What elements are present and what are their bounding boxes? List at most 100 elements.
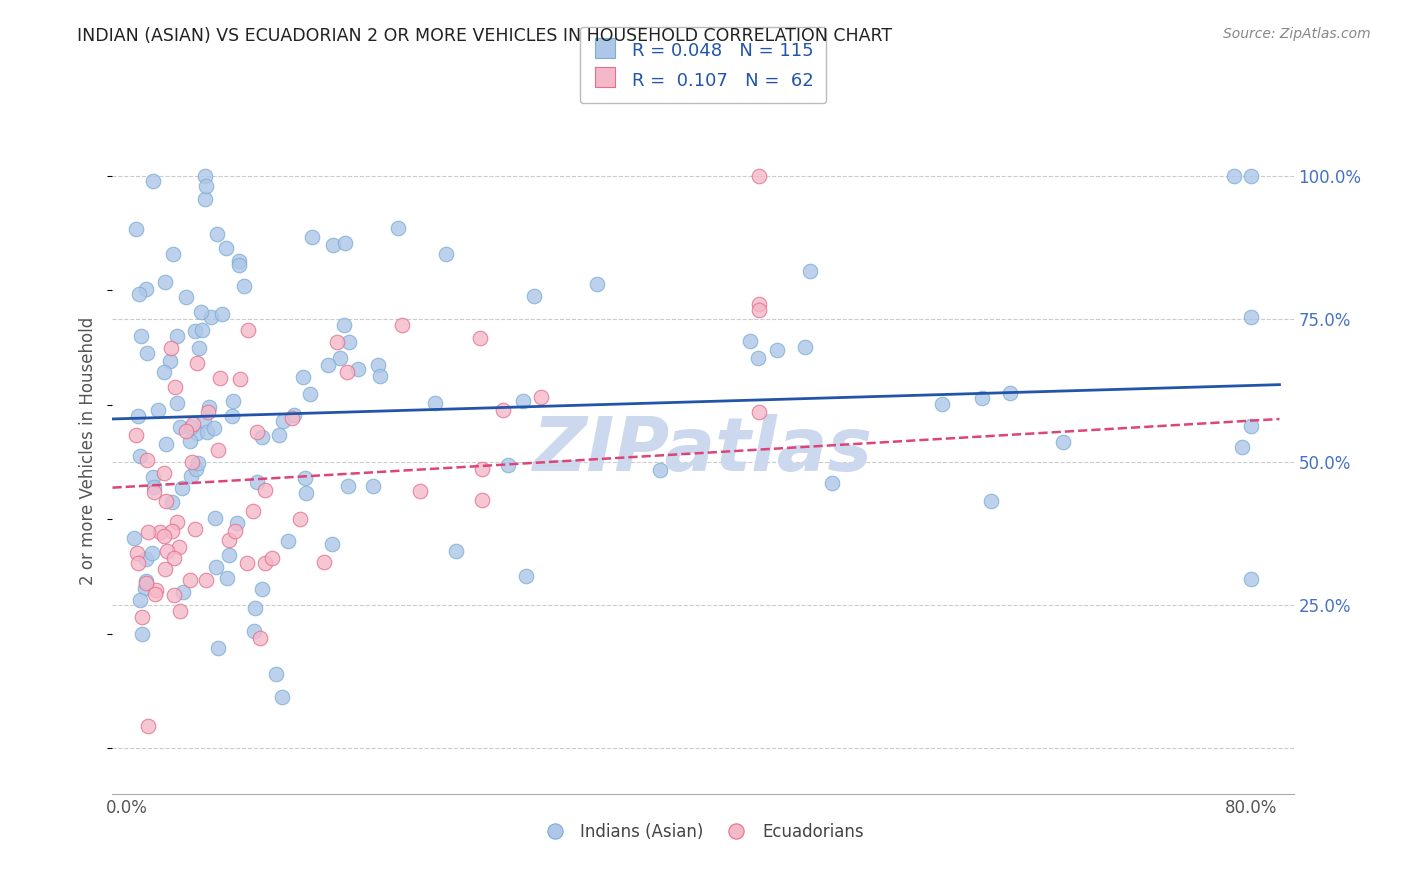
Point — [215, 241, 238, 255]
Point — [153, 562, 176, 576]
Point — [496, 458, 519, 472]
Point — [492, 403, 515, 417]
Point — [162, 247, 184, 261]
Point — [799, 264, 821, 278]
Point — [136, 719, 159, 733]
Point — [155, 493, 177, 508]
Point — [283, 409, 305, 423]
Point — [322, 237, 344, 252]
Point — [187, 341, 209, 355]
Point — [180, 420, 202, 434]
Point — [176, 290, 198, 304]
Point — [242, 624, 264, 638]
Point — [131, 609, 153, 624]
Point — [197, 404, 219, 418]
Point — [166, 396, 188, 410]
Point — [236, 556, 259, 570]
Point — [252, 582, 274, 596]
Point — [179, 434, 201, 448]
Point — [166, 515, 188, 529]
Point — [794, 340, 817, 354]
Point — [174, 424, 197, 438]
Point — [135, 576, 157, 591]
Point — [423, 396, 446, 410]
Point — [512, 393, 534, 408]
Point — [135, 552, 157, 566]
Point — [1223, 169, 1246, 183]
Point — [409, 484, 432, 499]
Point — [820, 476, 842, 491]
Point — [336, 365, 359, 379]
Point — [253, 483, 276, 497]
Point — [141, 546, 163, 560]
Point — [242, 504, 264, 518]
Text: ZIPatlas: ZIPatlas — [533, 414, 873, 487]
Point — [209, 370, 232, 384]
Point — [160, 495, 183, 509]
Point — [142, 484, 165, 499]
Point — [530, 390, 553, 404]
Point — [125, 221, 148, 235]
Point — [194, 573, 217, 587]
Point — [163, 551, 186, 566]
Point — [329, 351, 352, 365]
Point — [337, 479, 360, 493]
Point — [122, 531, 145, 545]
Point — [193, 414, 215, 428]
Point — [153, 529, 176, 543]
Point — [135, 452, 157, 467]
Point — [515, 569, 537, 583]
Point — [218, 533, 240, 547]
Point — [748, 302, 770, 317]
Y-axis label: 2 or more Vehicles in Household: 2 or more Vehicles in Household — [79, 317, 97, 584]
Point — [931, 397, 953, 411]
Point — [180, 468, 202, 483]
Point — [387, 220, 409, 235]
Point — [163, 588, 186, 602]
Point — [152, 466, 174, 480]
Point — [1240, 169, 1263, 183]
Point — [222, 394, 245, 409]
Point — [163, 380, 186, 394]
Point — [183, 522, 205, 536]
Point — [152, 365, 174, 379]
Point — [172, 584, 194, 599]
Point — [181, 455, 204, 469]
Point — [444, 544, 467, 558]
Point — [277, 533, 299, 548]
Point — [191, 322, 214, 336]
Point — [294, 471, 316, 485]
Point — [228, 254, 250, 268]
Point — [260, 550, 283, 565]
Point — [127, 409, 149, 423]
Point — [335, 235, 357, 250]
Point — [169, 420, 191, 434]
Point — [155, 437, 177, 451]
Point — [337, 334, 360, 349]
Point — [368, 368, 391, 383]
Point — [184, 324, 207, 338]
Point — [184, 462, 207, 476]
Point — [142, 480, 165, 494]
Point — [204, 559, 226, 574]
Point — [253, 556, 276, 570]
Point — [434, 247, 457, 261]
Point — [326, 334, 349, 349]
Point — [169, 604, 191, 618]
Point — [135, 345, 157, 359]
Point — [236, 323, 259, 337]
Point — [970, 391, 993, 405]
Point — [136, 524, 159, 539]
Point — [135, 282, 157, 296]
Point — [167, 540, 190, 554]
Point — [271, 690, 294, 704]
Point — [218, 548, 240, 562]
Point — [166, 329, 188, 343]
Point — [190, 305, 212, 319]
Point — [129, 329, 152, 343]
Point — [128, 287, 150, 301]
Point — [194, 192, 217, 206]
Point — [129, 449, 152, 463]
Point — [179, 573, 201, 587]
Point — [194, 169, 217, 183]
